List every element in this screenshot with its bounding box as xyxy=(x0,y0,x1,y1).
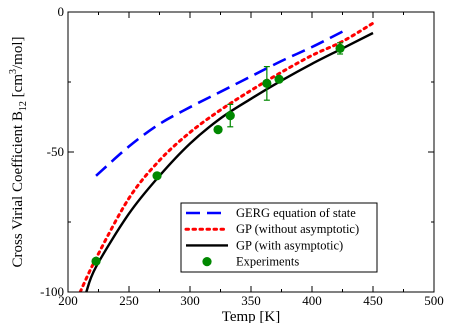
points-layer xyxy=(91,42,345,266)
experiment-point xyxy=(91,256,101,266)
experiment-point xyxy=(152,171,162,181)
experiment-point xyxy=(213,125,223,135)
x-tick-label-250: 250 xyxy=(119,293,139,308)
x-tick-label-450: 450 xyxy=(363,293,383,308)
x-axis-label: Temp [K] xyxy=(222,309,281,323)
experiment-point xyxy=(335,43,345,54)
y-tick-label--50: -50 xyxy=(47,144,64,159)
x-tick-label-400: 400 xyxy=(302,293,322,308)
legend-swatch-experiments xyxy=(202,257,212,267)
series-line-3 xyxy=(85,31,374,292)
experiment-point xyxy=(262,78,272,88)
legend-label-3: GP (with asymptotic) xyxy=(236,238,343,252)
y-axis-label-unit-sup: 3 xyxy=(8,69,19,74)
x-tick-label-300: 300 xyxy=(180,293,200,308)
y-tick-label-0: 0 xyxy=(58,4,65,19)
legend: GERG equation of state GP (without asympt… xyxy=(180,202,378,273)
legend-label-4: Experiments xyxy=(236,255,299,269)
y-axis-label-unit-open: [cm xyxy=(10,74,26,101)
experiment-point xyxy=(225,111,235,121)
x-tick-label-350: 350 xyxy=(241,293,261,308)
x-tick-label-200: 200 xyxy=(58,293,78,308)
series-layer xyxy=(78,21,375,292)
legend-label-1: GERG equation of state xyxy=(236,206,356,220)
ticks-layer: 200 250 300 350 400 450 500 -100 -50 0 xyxy=(40,4,444,308)
x-tick-label-500: 500 xyxy=(424,293,444,308)
series-line-2 xyxy=(78,21,375,292)
y-axis-label-unit-close: /mol] xyxy=(10,36,26,69)
y-axis-label: Cross Virial Coefficient B12 [cm3/mol] xyxy=(8,36,29,267)
y-tick-label--100: -100 xyxy=(40,284,64,299)
series-line-1 xyxy=(95,30,344,177)
y-axis-label-sub: 12 xyxy=(18,101,29,111)
legend-box xyxy=(180,202,378,273)
y-axis-label-main: Cross Virial Coefficient B xyxy=(10,111,26,267)
experiment-point xyxy=(274,74,284,84)
legend-label-2: GP (without asymptotic) xyxy=(236,222,359,236)
